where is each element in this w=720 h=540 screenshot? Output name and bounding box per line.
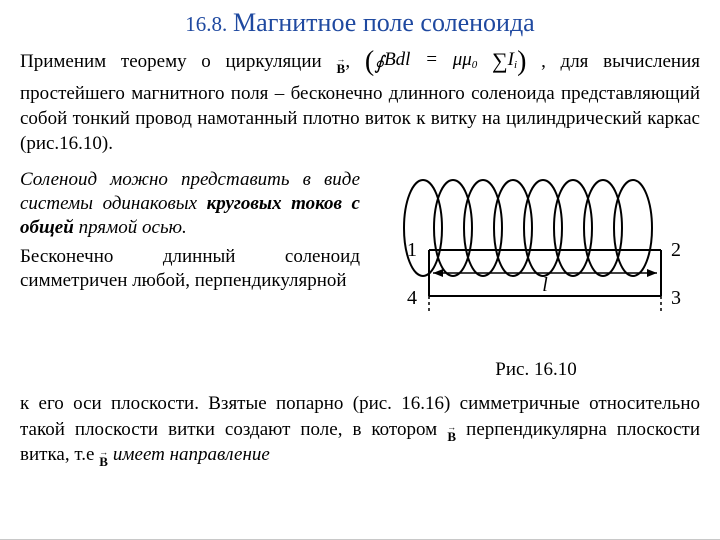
- two-column-row: Соленоид можно представить в виде систем…: [20, 168, 700, 381]
- p1-part-b: ,: [345, 51, 364, 72]
- svg-text:3: 3: [671, 287, 681, 309]
- slide-title: 16.8. Магнитное поле соленоида: [20, 8, 700, 38]
- p1-part-a: Применим теорему о циркуляции: [20, 51, 336, 72]
- svg-text:1: 1: [407, 239, 417, 261]
- title-number: 16.8.: [185, 12, 227, 36]
- left-column: Соленоид можно представить в виде систем…: [20, 168, 360, 293]
- svg-text:4: 4: [407, 287, 417, 309]
- svg-text:2: 2: [671, 239, 681, 261]
- right-column: l 1 2 3 4 Рис. 16.10: [372, 168, 700, 381]
- paragraph-2: к его оси плоскости. Взятые попарно (рис…: [20, 391, 700, 468]
- b-vector-icon-3: →B: [99, 448, 108, 467]
- ital-part-b: прямой осью.: [74, 217, 187, 238]
- below-italic-text: Бесконечно длинный соленоид симметричен …: [20, 245, 360, 293]
- solenoid-figure: l 1 2 3 4: [381, 168, 691, 348]
- circulation-formula: (∮Bdl = μμ0 ∑Ii): [365, 49, 527, 70]
- b-vector-icon-2: →B: [447, 423, 456, 442]
- p2-part-c: имеет направление: [108, 444, 270, 465]
- slide-container: 16.8. Магнитное поле соленоида Применим …: [0, 0, 720, 540]
- figure-caption: Рис. 16.10: [372, 359, 700, 381]
- svg-text:l: l: [542, 274, 548, 296]
- title-text: Магнитное поле соленоида: [233, 8, 535, 37]
- italic-block: Соленоид можно представить в виде систем…: [20, 168, 360, 239]
- paragraph-1: Применим теорему о циркуляции →B, (∮Bdl …: [20, 44, 700, 156]
